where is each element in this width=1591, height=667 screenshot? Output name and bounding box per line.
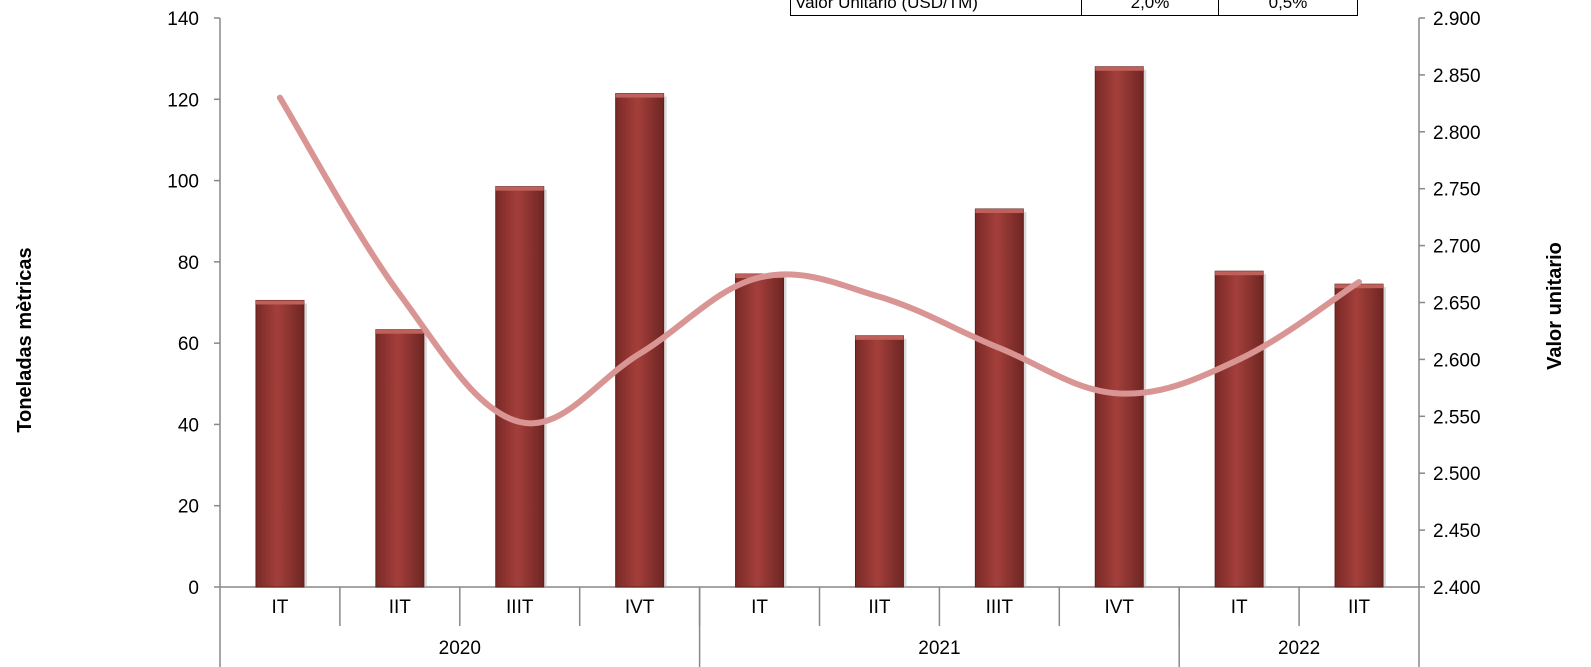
x-category-label: IT <box>751 597 768 618</box>
x-category-label: IIIT <box>506 597 534 618</box>
bar-top-highlight <box>975 209 1024 214</box>
y2-tick-label: 2.550 <box>1433 407 1481 428</box>
y2-tick-label: 2.750 <box>1433 180 1481 201</box>
y-tick-label: 140 <box>167 9 199 30</box>
bar <box>1214 270 1264 588</box>
bar-top-highlight <box>615 93 664 98</box>
bar <box>375 329 425 588</box>
y2-tick-label: 2.900 <box>1433 9 1481 30</box>
y2-tick-label: 2.400 <box>1433 578 1481 599</box>
y-tick-label: 80 <box>178 253 199 274</box>
y-tick-label: 0 <box>188 578 199 599</box>
bar <box>974 208 1024 588</box>
bar-top-highlight <box>495 186 544 191</box>
bar-top-highlight <box>1215 271 1264 276</box>
y2-tick-label: 2.850 <box>1433 66 1481 87</box>
x-category-label: IT <box>1231 597 1248 618</box>
y-tick-label: 60 <box>178 334 199 355</box>
x-category-label: IIT <box>868 597 891 618</box>
x-category-label: IIT <box>1348 597 1371 618</box>
y2-tick-label: 2.650 <box>1433 294 1481 315</box>
bar-top-highlight <box>375 329 424 334</box>
bar <box>255 299 305 588</box>
summary-row: Valor Unitario (USD/TM) 2,0% 0,5% <box>790 0 1358 16</box>
x-category-label: IIT <box>389 597 412 618</box>
bar <box>495 186 545 588</box>
bar-top-highlight <box>255 300 304 305</box>
y-tick-label: 20 <box>178 497 199 518</box>
x-category-label: IT <box>272 597 289 618</box>
plot-area: 0 20 40 60 80 100 120 140 2.400 2.450 2.500 2.550 2.… <box>167 9 1481 667</box>
x-category-label: IVT <box>625 597 655 618</box>
y2-tick-label: 2.700 <box>1433 237 1481 258</box>
unit-value-line <box>276 94 1362 427</box>
bar-top-highlight <box>1095 66 1144 71</box>
x-year-label: 2021 <box>918 638 960 659</box>
bar <box>1094 66 1144 588</box>
x-category-label: IVT <box>1104 597 1134 618</box>
x-year-label: 2020 <box>439 638 481 659</box>
y2-tick-label: 2.800 <box>1433 123 1481 144</box>
partial-summary-table: Valor Unitario (USD/TM) 2,0% 0,5% <box>790 0 1358 16</box>
x-year-label: 2022 <box>1278 638 1320 659</box>
summary-value-2: 0,5% <box>1218 0 1358 16</box>
bar <box>854 335 904 588</box>
y2-tick-label: 2.500 <box>1433 464 1481 485</box>
y-tick-label: 120 <box>167 90 199 111</box>
bar <box>1334 283 1384 588</box>
bar-top-highlight <box>1335 284 1384 289</box>
summary-row-label: Valor Unitario (USD/TM) <box>790 0 1082 16</box>
x-category-label: IIIT <box>986 597 1014 618</box>
bar-top-highlight <box>855 335 904 340</box>
y2-tick-label: 2.450 <box>1433 521 1481 542</box>
y2-tick-label: 2.600 <box>1433 350 1481 371</box>
y2-axis-title: Valor unitario <box>1544 242 1566 370</box>
bar <box>735 273 785 588</box>
y-tick-label: 100 <box>167 172 199 193</box>
y-tick-label: 40 <box>178 415 199 436</box>
y-axis-title: Toneladas mètricas <box>14 247 36 432</box>
